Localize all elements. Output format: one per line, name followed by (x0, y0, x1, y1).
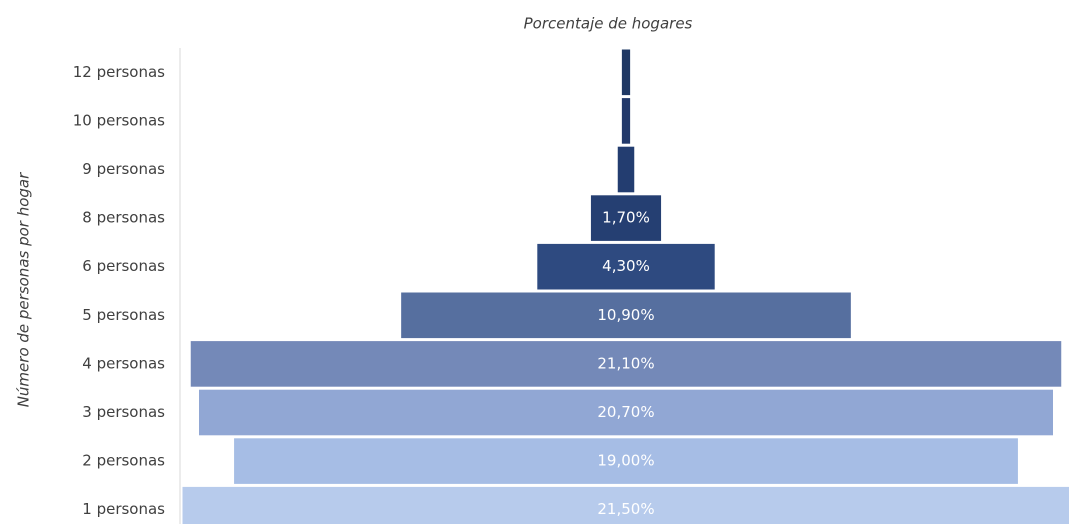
y-axis-title: Número de personas por hogar (15, 172, 33, 407)
data-label: 21,50% (597, 500, 654, 518)
category-label: 12 personas (73, 63, 165, 81)
category-label: 6 personas (82, 257, 165, 275)
funnel-bar (617, 146, 635, 193)
category-label: 8 personas (82, 209, 165, 227)
funnel-bar (199, 389, 1053, 436)
category-label: 2 personas (82, 452, 165, 470)
funnel-bar (621, 98, 631, 144)
funnel-bar (234, 438, 1018, 484)
data-label: 10,90% (597, 306, 654, 324)
x-axis-title: Porcentaje de hogares (524, 15, 693, 33)
category-label: 9 personas (82, 160, 165, 178)
funnel-bar (182, 486, 1069, 524)
funnel-bar (190, 341, 1062, 387)
category-label: 1 personas (82, 500, 165, 518)
category-label: 3 personas (82, 403, 165, 421)
funnel-bar (401, 292, 851, 339)
data-label: 1,70% (602, 209, 650, 227)
category-label: 10 personas (73, 111, 165, 129)
data-label: 19,00% (597, 452, 654, 470)
funnel-bar (537, 243, 715, 290)
data-label: 4,30% (602, 257, 650, 275)
funnel-bar (621, 49, 631, 96)
category-label: 4 personas (82, 354, 165, 372)
data-label: 21,10% (597, 354, 654, 372)
data-label: 20,70% (597, 403, 654, 421)
category-label: 5 personas (82, 306, 165, 324)
funnel-bar (590, 195, 662, 241)
